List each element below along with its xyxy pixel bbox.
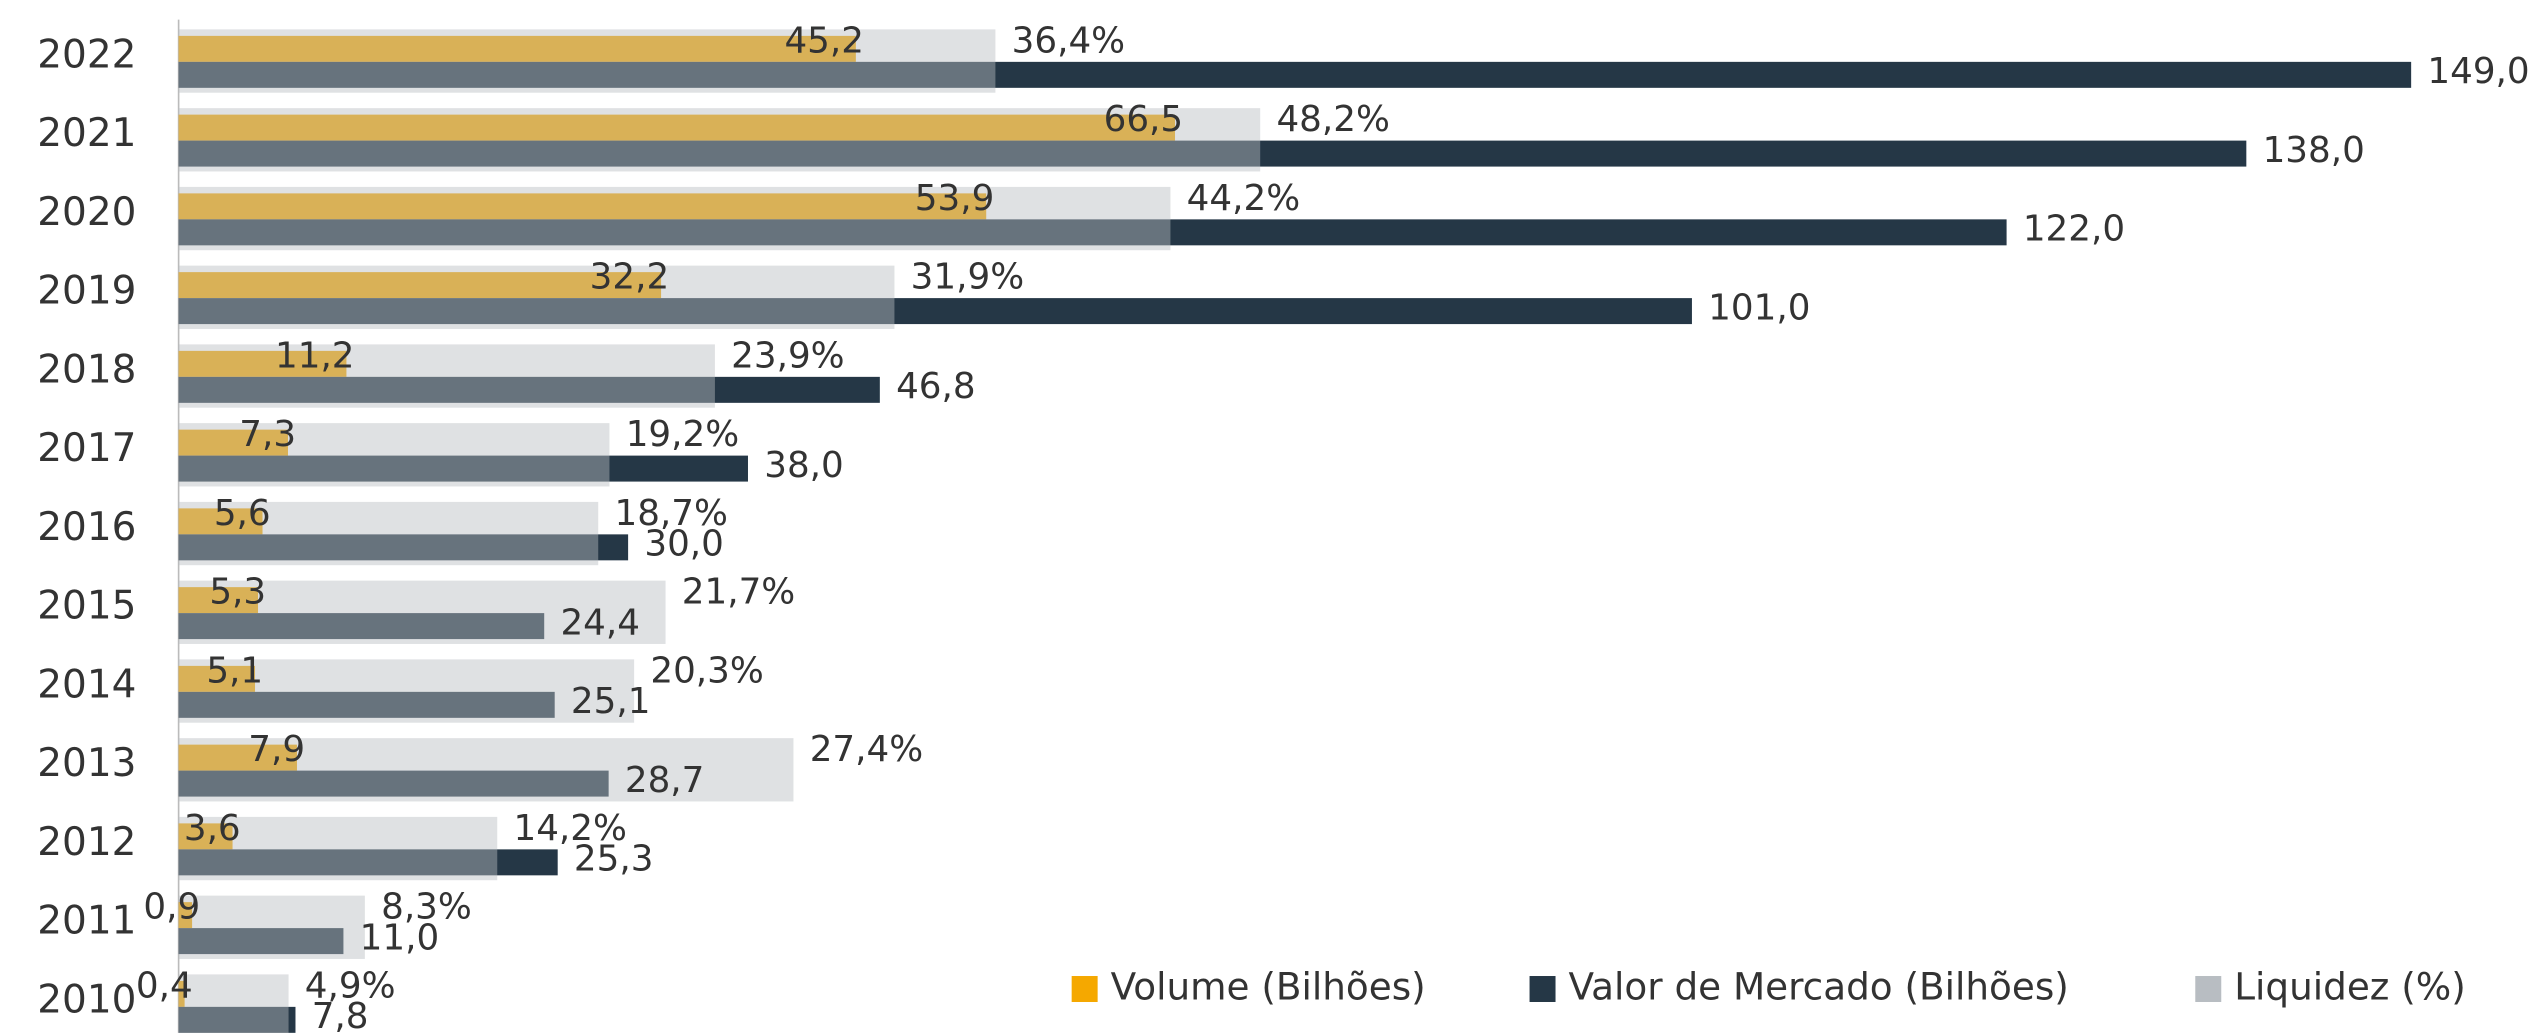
data-label: 101,0 <box>1708 287 1810 328</box>
data-label: 46,8 <box>896 366 976 407</box>
data-label: 122,0 <box>2023 209 2125 250</box>
bar <box>178 455 748 482</box>
bar <box>178 974 289 1033</box>
data-label: 11,0 <box>360 917 440 958</box>
bar <box>178 895 365 959</box>
data-label: 44,2% <box>1187 178 1300 219</box>
bar <box>178 376 880 403</box>
legend-swatch <box>1071 976 1098 1002</box>
data-label: 5,3 <box>209 572 266 613</box>
y-tick-label: 2013 <box>37 741 136 786</box>
data-label: 25,3 <box>574 839 654 880</box>
data-label: 0,9 <box>143 887 200 928</box>
bar <box>178 219 2007 246</box>
y-tick-label: 2015 <box>37 584 136 629</box>
bar <box>178 193 987 220</box>
data-label: 14,2% <box>513 808 626 849</box>
data-label: 30,0 <box>644 524 724 565</box>
data-label: 11,2 <box>275 335 355 376</box>
y-tick-label: 2012 <box>37 820 136 865</box>
bar <box>178 423 610 487</box>
bar <box>178 816 498 881</box>
data-label: 19,2% <box>626 414 739 455</box>
data-label: 5,1 <box>206 650 263 691</box>
bar <box>178 665 256 692</box>
data-label: 7,8 <box>312 996 369 1033</box>
data-label: 3,6 <box>184 808 241 849</box>
legend-swatch <box>2195 976 2222 1002</box>
bar <box>178 980 185 1007</box>
y-tick-label: 2011 <box>37 899 136 944</box>
data-label: 25,1 <box>571 681 651 722</box>
data-label: 7,3 <box>239 414 296 455</box>
y-tick-label: 2018 <box>37 347 136 392</box>
data-label: 28,7 <box>625 760 705 801</box>
data-label: 4,9% <box>305 965 396 1006</box>
bar <box>178 298 1692 325</box>
bar <box>178 140 2247 167</box>
data-label: 138,0 <box>2263 130 2365 171</box>
data-label: 48,2% <box>1276 99 1389 140</box>
data-label: 53,9 <box>915 178 995 219</box>
bar <box>178 114 1176 141</box>
data-label: 5,6 <box>214 493 271 534</box>
legend-label: Valor de Mercado (Bilhões) <box>1569 965 2069 1009</box>
bar <box>178 29 996 93</box>
data-label: 149,0 <box>2427 51 2529 92</box>
data-label: 66,5 <box>1104 99 1184 140</box>
data-label: 36,4% <box>1012 20 1125 61</box>
legend-label: Liquidez (%) <box>2234 965 2466 1009</box>
legend-label: Volume (Bilhões) <box>1111 965 1426 1009</box>
data-label: 7,9 <box>248 729 305 770</box>
bar <box>178 108 1261 172</box>
bar <box>178 659 635 723</box>
bar <box>178 272 662 299</box>
y-tick-label: 2017 <box>37 426 136 471</box>
bar <box>178 738 794 802</box>
bar <box>178 849 558 876</box>
bar <box>178 613 545 640</box>
bar <box>178 61 2412 88</box>
bar <box>178 501 599 566</box>
bar <box>178 587 259 614</box>
y-tick-label: 2016 <box>37 505 136 550</box>
bar <box>178 534 629 561</box>
data-label: 32,2 <box>590 257 670 298</box>
bar <box>178 508 263 535</box>
bar <box>178 429 288 456</box>
legend-swatch <box>1529 976 1556 1002</box>
data-label: 21,7% <box>682 572 795 613</box>
data-label: 18,7% <box>614 493 727 534</box>
data-label: 31,9% <box>911 257 1024 298</box>
bar <box>178 186 1171 251</box>
y-tick-label: 2019 <box>37 269 136 314</box>
bar <box>178 580 666 644</box>
y-tick-label: 2010 <box>37 977 136 1022</box>
bar <box>178 1006 296 1033</box>
bar <box>178 823 233 850</box>
bar <box>178 770 609 797</box>
bar <box>178 350 347 377</box>
bar <box>178 902 193 929</box>
bar <box>178 265 895 329</box>
data-label: 0,4 <box>136 965 193 1006</box>
data-label: 8,3% <box>381 887 472 928</box>
bar <box>178 744 297 771</box>
data-label: 38,0 <box>764 445 844 486</box>
bar <box>178 928 344 955</box>
data-label: 24,4 <box>560 602 640 643</box>
data-label: 23,9% <box>731 335 844 376</box>
y-tick-label: 2022 <box>37 32 136 77</box>
y-tick-label: 2020 <box>37 190 136 235</box>
bar <box>178 35 856 62</box>
data-label: 27,4% <box>810 729 923 770</box>
bar <box>178 691 555 718</box>
bar <box>178 344 715 408</box>
data-label: 20,3% <box>650 650 763 691</box>
data-label: 45,2 <box>784 20 864 61</box>
y-tick-label: 2021 <box>37 111 136 156</box>
y-tick-label: 2014 <box>37 662 136 707</box>
